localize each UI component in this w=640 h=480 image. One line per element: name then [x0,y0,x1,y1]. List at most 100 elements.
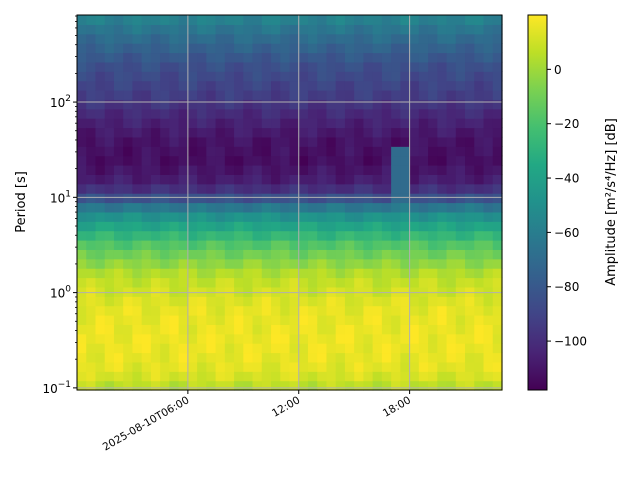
heatmap-cell [418,61,429,72]
heatmap-cell [86,52,97,63]
heatmap-cell [317,324,328,335]
heatmap-cell [483,202,494,213]
heatmap-cell [298,211,309,222]
heatmap-cell [252,61,263,72]
heatmap-cell [95,249,106,260]
heatmap-cell [224,61,235,72]
heatmap-cell [104,268,115,279]
heatmap-cell [289,315,300,325]
heatmap-cell [354,33,365,44]
heatmap-cell [289,174,300,185]
heatmap-cell [104,146,115,157]
heatmap-cell [354,324,365,335]
heatmap-cell [271,183,281,194]
heatmap-cell [160,202,170,213]
heatmap-cell [428,61,438,72]
heatmap-cell [206,193,217,204]
heatmap-cell [409,221,420,232]
heatmap-cell [437,165,448,175]
heatmap-cell [483,165,494,175]
heatmap-cell [243,108,254,119]
heatmap-cell [381,258,392,269]
heatmap-cell [400,165,411,175]
heatmap-cell [307,221,318,232]
heatmap-cell [113,286,124,297]
heatmap-cell [280,221,291,232]
heatmap-cell [95,174,106,185]
heatmap-cell [197,33,207,44]
heatmap-cell [113,361,124,372]
heatmap-cell [381,268,392,279]
heatmap-cell [197,127,207,138]
heatmap-cell [418,249,429,260]
heatmap-cell [224,352,235,363]
heatmap-cell [160,165,170,175]
heatmap-cell [178,361,189,372]
heatmap-cell [400,343,411,354]
heatmap-cell [197,333,207,344]
heatmap-cell [95,127,106,138]
heatmap-cell [298,296,309,307]
heatmap-cell [363,108,374,119]
heatmap-cell [335,52,346,63]
heatmap-cell [197,324,207,335]
heatmap-cell [317,333,328,344]
heatmap-cell [354,371,365,382]
heatmap-cell [317,343,328,354]
heatmap-cell [123,240,134,250]
heatmap-cell [160,61,170,72]
heatmap-cell [428,165,438,175]
heatmap-cell [86,371,97,382]
heatmap-cell [335,136,346,147]
heatmap-cell [141,268,152,279]
heatmap-cell [391,296,401,307]
heatmap-cell [317,174,328,185]
heatmap-cell [409,305,420,316]
heatmap-cell [234,277,244,288]
heatmap-cell [483,174,494,185]
heatmap-cell [409,43,420,54]
heatmap-cell [234,183,244,194]
heatmap-cell [271,61,281,72]
heatmap-cell [428,343,438,354]
heatmap-cell [113,43,124,54]
heatmap-cell [483,183,494,194]
heatmap-cell [326,268,337,279]
heatmap-cell [317,193,328,204]
heatmap-cell [234,43,244,54]
heatmap-cell [391,371,401,382]
heatmap-cell [418,80,429,91]
heatmap-cell [474,258,485,269]
heatmap-cell [483,230,494,241]
heatmap-cell [261,202,272,213]
heatmap-cell [307,343,318,354]
heatmap-cell [271,43,281,54]
heatmap-cell [169,380,180,391]
heatmap-cell [178,24,189,35]
heatmap-cell [160,43,170,54]
heatmap-cell [132,118,143,129]
heatmap-cell [465,286,475,297]
heatmap-cell [187,146,198,157]
heatmap-cell [492,268,503,279]
heatmap-cell [169,202,180,213]
heatmap-cell [178,333,189,344]
heatmap-cell [123,24,134,35]
heatmap-cell [95,296,106,307]
heatmap-cell [178,127,189,138]
heatmap-cell [372,24,383,35]
heatmap-cell [271,108,281,119]
heatmap-cell [252,24,263,35]
heatmap-cell [418,43,429,54]
heatmap-cell [465,165,475,175]
heatmap-cell [465,343,475,354]
heatmap-cell [77,52,87,63]
heatmap-cell [206,33,217,44]
heatmap-cell [418,174,429,185]
heatmap-cell [77,108,87,119]
heatmap-cell [95,15,106,25]
heatmap-cell [280,174,291,185]
heatmap-cell [261,15,272,25]
heatmap-cell [409,174,420,185]
heatmap-cell [363,193,374,204]
